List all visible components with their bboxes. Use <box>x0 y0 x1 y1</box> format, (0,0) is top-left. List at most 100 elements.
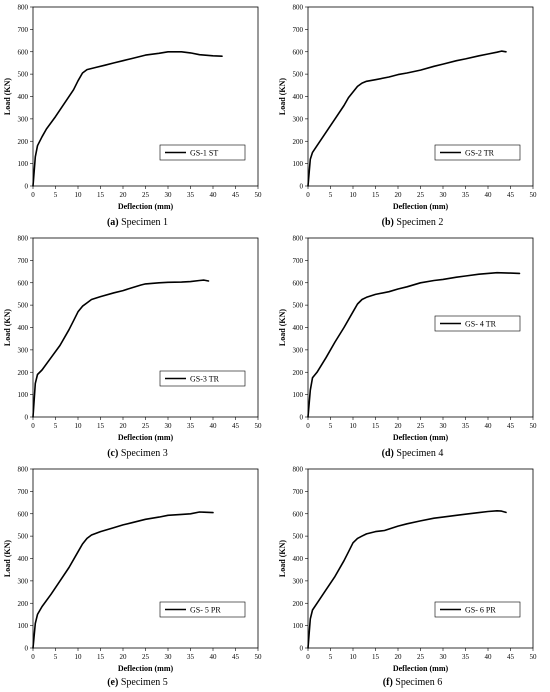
x-tick-label: 25 <box>142 653 150 661</box>
x-tick-label: 10 <box>350 653 358 661</box>
legend-box <box>159 144 246 161</box>
y-tick-label: 500 <box>18 302 29 310</box>
x-tick-label: 30 <box>440 191 448 199</box>
x-tick-label: 50 <box>530 653 538 661</box>
x-tick-label: 25 <box>417 653 425 661</box>
y-tick-label: 700 <box>18 257 29 265</box>
y-tick-label: 200 <box>18 369 29 377</box>
x-tick-label: 15 <box>372 422 380 430</box>
x-tick-label: 0 <box>31 422 35 430</box>
legend-box <box>434 601 521 618</box>
x-axis-label: Deflection (mm) <box>393 202 449 211</box>
x-tick-label: 25 <box>142 191 150 199</box>
caption-c: (c) Specimen 3 <box>0 448 275 459</box>
chart-panel-f: 0 5 10 15 20 25 30 35 40 45 50 0 100 200 300 400 500 600 7… <box>275 462 550 692</box>
y-tick-label: 200 <box>18 138 29 146</box>
legend-label: GS- 5 PR <box>190 606 221 615</box>
x-tick-label: 35 <box>462 191 470 199</box>
x-tick-label: 45 <box>232 422 240 430</box>
x-tick-label: 35 <box>462 422 470 430</box>
y-tick-label: 400 <box>18 324 29 332</box>
x-tick-label: 45 <box>507 422 515 430</box>
chart-panel-b: 0 5 10 15 20 25 30 35 40 45 50 0 100 200 300 400 500 600 7… <box>275 0 550 230</box>
x-tick-label: 50 <box>255 653 263 661</box>
chart-panel-e: 0 5 10 15 20 25 30 35 40 45 50 0 100 200 300 400 500 600 7… <box>0 462 275 692</box>
x-tick-label: 35 <box>462 653 470 661</box>
y-tick-label: 200 <box>18 600 29 608</box>
y-tick-label: 0 <box>300 183 304 191</box>
x-axis-label: Deflection (mm) <box>393 664 449 673</box>
x-tick-label: 10 <box>75 653 83 661</box>
y-tick-label: 800 <box>18 4 29 12</box>
x-tick-label: 10 <box>350 191 358 199</box>
legend-box <box>434 315 521 332</box>
legend-label: GS- 4 TR <box>465 320 497 329</box>
caption-text-a: Specimen 1 <box>118 217 169 228</box>
y-tick-label: 500 <box>293 71 304 79</box>
x-tick-label: 45 <box>507 191 515 199</box>
y-tick-label: 400 <box>18 93 29 101</box>
x-tick-label: 15 <box>97 191 105 199</box>
y-tick-label: 600 <box>18 510 29 518</box>
plot-frame <box>32 237 259 418</box>
x-tick-label: 20 <box>395 653 403 661</box>
x-tick-label: 30 <box>165 653 173 661</box>
x-tick-label: 20 <box>395 191 403 199</box>
legend-label: GS-1 ST <box>190 149 218 158</box>
y-axis-label: Load (KN) <box>278 78 287 115</box>
x-tick-label: 5 <box>329 653 333 661</box>
x-tick-label: 15 <box>97 653 105 661</box>
y-tick-label: 400 <box>293 324 304 332</box>
y-tick-label: 0 <box>25 645 29 653</box>
chart-panel-d: 0 5 10 15 20 25 30 35 40 45 50 0 100 200 300 400 500 600 7… <box>275 231 550 461</box>
x-tick-label: 30 <box>165 422 173 430</box>
caption-text-e: Specimen 5 <box>118 677 168 688</box>
x-tick-label: 25 <box>417 191 425 199</box>
caption-letter-d: (d) <box>381 448 394 459</box>
legend: GS-3 TR <box>159 370 246 387</box>
x-tick-label: 45 <box>507 653 515 661</box>
x-tick-label: 20 <box>120 191 128 199</box>
x-tick-label: 10 <box>350 422 358 430</box>
caption-text-d: Specimen 4 <box>393 448 444 459</box>
y-tick-label: 0 <box>300 414 304 422</box>
y-tick-label: 100 <box>18 622 29 630</box>
x-tick-label: 0 <box>306 653 310 661</box>
chart-svg-a: 0 5 10 15 20 25 30 35 40 45 5001002003004005006007… <box>3 4 262 212</box>
x-tick-label: 20 <box>120 653 128 661</box>
plot-frame <box>32 468 259 649</box>
y-tick-label: 500 <box>18 533 29 541</box>
chart-panel-c: 0 5 10 15 20 25 30 35 40 45 50 0 100 200 300 400 500 600 7… <box>0 231 275 461</box>
x-tick-label: 20 <box>395 422 403 430</box>
caption-letter-c: (c) <box>107 448 119 459</box>
y-tick-label: 200 <box>293 600 304 608</box>
legend-label: GS-3 TR <box>190 375 220 384</box>
x-tick-label: 40 <box>485 653 493 661</box>
y-tick-label: 700 <box>18 488 29 496</box>
chart-svg-e: 0 5 10 15 20 25 30 35 40 45 5001002003004005006007… <box>3 466 263 674</box>
y-tick-label: 300 <box>18 577 29 585</box>
y-tick-label: 100 <box>293 391 304 399</box>
series-line <box>32 50 223 187</box>
y-tick-label: 800 <box>18 235 29 243</box>
y-tick-label: 0 <box>25 414 29 422</box>
y-tick-label: 800 <box>293 466 304 474</box>
x-tick-label: 50 <box>530 191 538 199</box>
legend-box <box>159 601 246 618</box>
legend-box <box>434 144 521 161</box>
y-tick-label: 700 <box>293 26 304 34</box>
x-tick-label: 15 <box>372 653 380 661</box>
legend: GS- 6 PR <box>434 601 521 618</box>
y-tick-label: 200 <box>293 369 304 377</box>
series-line <box>307 509 507 649</box>
y-tick-label: 200 <box>293 138 304 146</box>
x-tick-label: 40 <box>210 422 218 430</box>
x-tick-label: 25 <box>142 422 150 430</box>
x-axis-label: Deflection (mm) <box>118 664 174 673</box>
chart-svg-c: 0 5 10 15 20 25 30 35 40 45 5001002003004005006007… <box>3 235 262 443</box>
x-axis-label: Deflection (mm) <box>393 433 449 442</box>
x-tick-label: 0 <box>31 653 35 661</box>
caption-e: (e) Specimen 5 <box>0 677 275 688</box>
x-tick-label: 20 <box>120 422 128 430</box>
legend: GS-2 TR <box>434 144 521 161</box>
